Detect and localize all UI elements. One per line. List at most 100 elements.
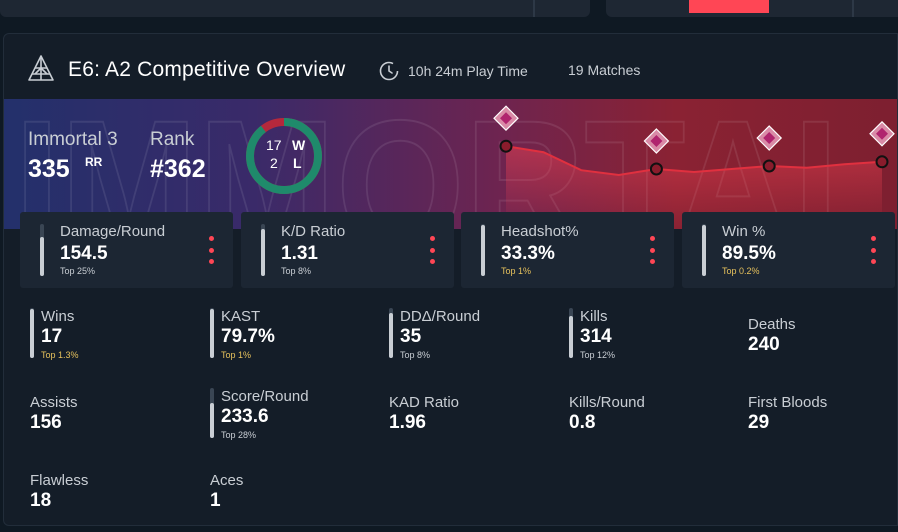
stat-label: Score/Round	[221, 388, 309, 405]
active-nav-tab-indicator[interactable]	[689, 0, 769, 13]
rr-line	[505, 145, 883, 177]
stat-label: Flawless	[30, 472, 89, 489]
stat-kad-ratio: KAD Ratio 1.96	[389, 394, 559, 450]
losses-count: 2	[270, 155, 278, 171]
stat-card-k-d-ratio[interactable]: K/D Ratio 1.31 Top 8%	[241, 212, 454, 288]
rank-badge-icon[interactable]	[493, 105, 519, 153]
stat-value: 233.6	[221, 406, 269, 427]
stat-value: 154.5	[60, 243, 108, 264]
percentile-bar	[40, 224, 44, 276]
stat-label: KAST	[221, 308, 261, 325]
stat-percentile: Top 25%	[60, 266, 96, 276]
stat-label: First Bloods	[748, 394, 828, 411]
percentile-bar	[30, 308, 34, 358]
clock-history-icon	[379, 61, 399, 81]
stat-label: Deaths	[748, 316, 796, 333]
leaderboard-rank-label: Rank	[150, 129, 195, 150]
stat-kills-round: Kills/Round 0.8	[569, 394, 739, 450]
stat-first-bloods: First Bloods 29	[748, 394, 897, 450]
stat-label: Aces	[210, 472, 244, 489]
stat-percentile: Top 1%	[501, 266, 532, 276]
nav-divider	[852, 0, 854, 17]
rank-rating-value: 335	[28, 155, 70, 183]
rank-rating-unit: RR	[85, 155, 103, 169]
more-options-icon[interactable]	[867, 236, 879, 264]
rank-badge-icon[interactable]	[869, 120, 895, 169]
stat-dd-round: DDΔ/Round 35 Top 8%	[389, 308, 559, 364]
stat-score-round: Score/Round 233.6 Top 28%	[210, 388, 380, 444]
percentile-bar	[210, 308, 214, 358]
stat-percentile: Top 12%	[580, 350, 616, 360]
rank-tier: Immortal 3	[28, 129, 118, 150]
stat-label: Damage/Round	[60, 223, 166, 240]
valorant-act-icon	[28, 55, 54, 81]
percentile-bar	[261, 224, 265, 276]
stat-value: 89.5%	[722, 243, 776, 264]
stat-label: K/D Ratio	[281, 223, 346, 240]
stat-value: 314	[580, 326, 612, 347]
stat-value: 1.31	[281, 243, 318, 264]
wins-label: W	[292, 137, 306, 153]
percentile-bar	[210, 388, 214, 438]
stat-kills: Kills 314 Top 12%	[569, 308, 739, 364]
competitive-overview-panel: E6: A2 Competitive Overview 10h 24m Play…	[3, 33, 898, 526]
losses-label: L	[293, 155, 302, 171]
stat-label: Kills/Round	[569, 394, 645, 411]
top-nav-left[interactable]	[0, 0, 590, 17]
stat-value: 33.3%	[501, 243, 555, 264]
stat-kast: KAST 79.7% Top 1%	[210, 308, 380, 364]
stat-value: 1.96	[389, 412, 426, 433]
stat-deaths: Deaths 240	[748, 316, 897, 372]
rr-history-chart	[493, 105, 895, 229]
stat-value: 1	[210, 490, 221, 511]
stat-value: 240	[748, 334, 780, 355]
stat-label: Assists	[30, 394, 78, 411]
stat-assists: Assists 156	[30, 394, 200, 450]
top-nav-bar	[0, 0, 898, 22]
stat-percentile: Top 8%	[281, 266, 312, 276]
percentile-bar	[702, 224, 706, 276]
wins-count: 17	[266, 137, 282, 153]
rank-badge-icon[interactable]	[756, 125, 783, 173]
stat-value: 17	[41, 326, 63, 347]
stat-flawless: Flawless 18	[30, 472, 200, 525]
stat-value: 79.7%	[221, 326, 275, 347]
stat-card-damage-round[interactable]: Damage/Round 154.5 Top 25%	[20, 212, 233, 288]
rr-area	[506, 146, 882, 229]
page-title: E6: A2 Competitive Overview	[68, 58, 346, 81]
stat-value: 35	[400, 326, 422, 347]
overview-header: E6: A2 Competitive Overview 10h 24m Play…	[4, 34, 897, 100]
top-nav-right[interactable]	[606, 0, 898, 17]
stat-label: Win %	[722, 223, 766, 240]
percentile-bar	[569, 308, 573, 358]
stat-label: Wins	[41, 308, 75, 325]
stat-aces: Aces 1	[210, 472, 380, 525]
more-options-icon[interactable]	[646, 236, 658, 264]
stat-percentile: Top 0.2%	[722, 266, 760, 276]
stat-value: 29	[748, 412, 770, 433]
win-loss-ring	[246, 118, 322, 194]
stat-value: 18	[30, 490, 52, 511]
percentile-bar	[389, 308, 393, 358]
nav-divider	[533, 0, 535, 17]
playtime-info: 10h 24m Play Time	[378, 60, 528, 82]
leaderboard-rank-value: #362	[150, 155, 206, 183]
stat-percentile: Top 1%	[221, 350, 252, 360]
rank-badge-icon[interactable]	[643, 128, 670, 176]
stat-value: 0.8	[569, 412, 596, 433]
stat-label: Headshot%	[501, 223, 579, 240]
stat-percentile: Top 28%	[221, 430, 257, 440]
stat-wins: Wins 17 Top 1.3%	[30, 308, 200, 364]
more-options-icon[interactable]	[426, 236, 438, 264]
matches-count: 19 Matches	[568, 62, 641, 78]
stat-card-headshot[interactable]: Headshot% 33.3% Top 1%	[461, 212, 674, 288]
playtime-text: 10h 24m Play Time	[408, 63, 528, 79]
percentile-bar	[481, 224, 485, 276]
stat-percentile: Top 8%	[400, 350, 431, 360]
more-options-icon[interactable]	[205, 236, 217, 264]
stat-card-win[interactable]: Win % 89.5% Top 0.2%	[682, 212, 895, 288]
stat-label: KAD Ratio	[389, 394, 460, 411]
stat-label: DDΔ/Round	[400, 308, 481, 325]
stat-label: Kills	[580, 308, 608, 325]
rank-banner: IMMORTAL Immortal 3 335 RR Rank #362 17 …	[4, 99, 897, 229]
